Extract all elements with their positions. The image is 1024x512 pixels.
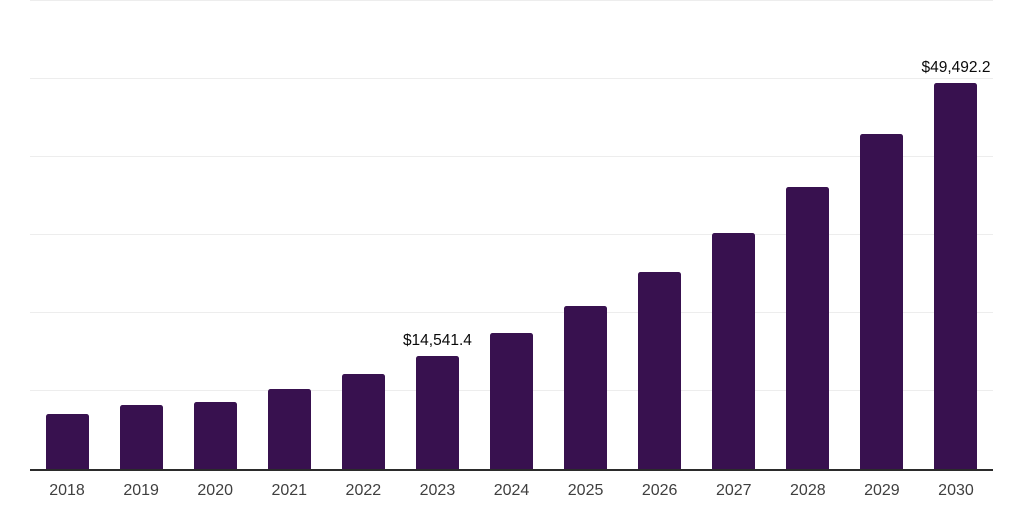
x-tick-2026: 2026 [641,482,678,499]
bar-slot-2020 [178,1,252,469]
x-tick-2029: 2029 [864,482,900,499]
gridline-50000 [30,78,993,79]
bar-slot-2024 [474,1,548,469]
x-tick-2018: 2018 [49,482,85,499]
bar-2025 [564,306,608,469]
data-label-2023: $14,541.4 [402,331,472,349]
bar-2027 [712,232,756,469]
bar-2024 [490,333,533,469]
bar-slot-2018 [30,1,104,469]
data-label-2030: $49,492.2 [921,59,991,76]
x-tick-2022: 2022 [345,482,382,499]
bar-2021 [267,389,311,469]
bar-slot-2029 [845,1,919,469]
x-axis-tick-labels: 2018 2019 2020 2021 2022 2023 2024 2025 2026 2027… [30,482,993,500]
bar-2019 [119,405,163,469]
x-tick-2024: 2024 [493,482,530,499]
x-tick-2020: 2020 [197,482,233,499]
x-tick-2023: 2023 [419,482,456,499]
bar-slot-2028 [771,1,845,469]
bar-2022 [341,373,385,469]
bar-2029 [860,134,904,469]
bar-2026 [638,271,682,469]
x-tick-2027: 2027 [715,482,752,499]
bar-slot-2027 [697,1,771,469]
gridline-20000 [30,312,993,313]
bar-slot-2023: $14,541.4 [400,1,474,469]
bar-slot-2021 [252,1,326,469]
bar-slot-2026 [623,1,697,469]
x-tick-2025: 2025 [567,482,604,499]
gridline-40000 [30,156,993,157]
bar-2028 [786,186,830,469]
bar-slot-2025 [549,1,623,469]
plot-area: $14,541.4 $49,492.2 [30,0,993,471]
bar-2020 [193,401,237,469]
bar-2030 [934,83,978,469]
gridline-60000 [30,0,993,1]
x-tick-2028: 2028 [790,482,826,499]
bar-series: $14,541.4 $49,492.2 [30,1,993,469]
bar-2018 [45,414,89,469]
bar-2023 [415,355,459,469]
bar-slot-2019 [104,1,178,469]
x-axis-line [30,469,993,471]
gridline-30000 [30,234,993,235]
x-tick-2019: 2019 [123,482,159,499]
bar-slot-2030: $49,492.2 [919,1,993,469]
x-tick-2021: 2021 [271,482,308,499]
x-tick-2030: 2030 [938,482,974,499]
bar-slot-2022 [326,1,400,469]
